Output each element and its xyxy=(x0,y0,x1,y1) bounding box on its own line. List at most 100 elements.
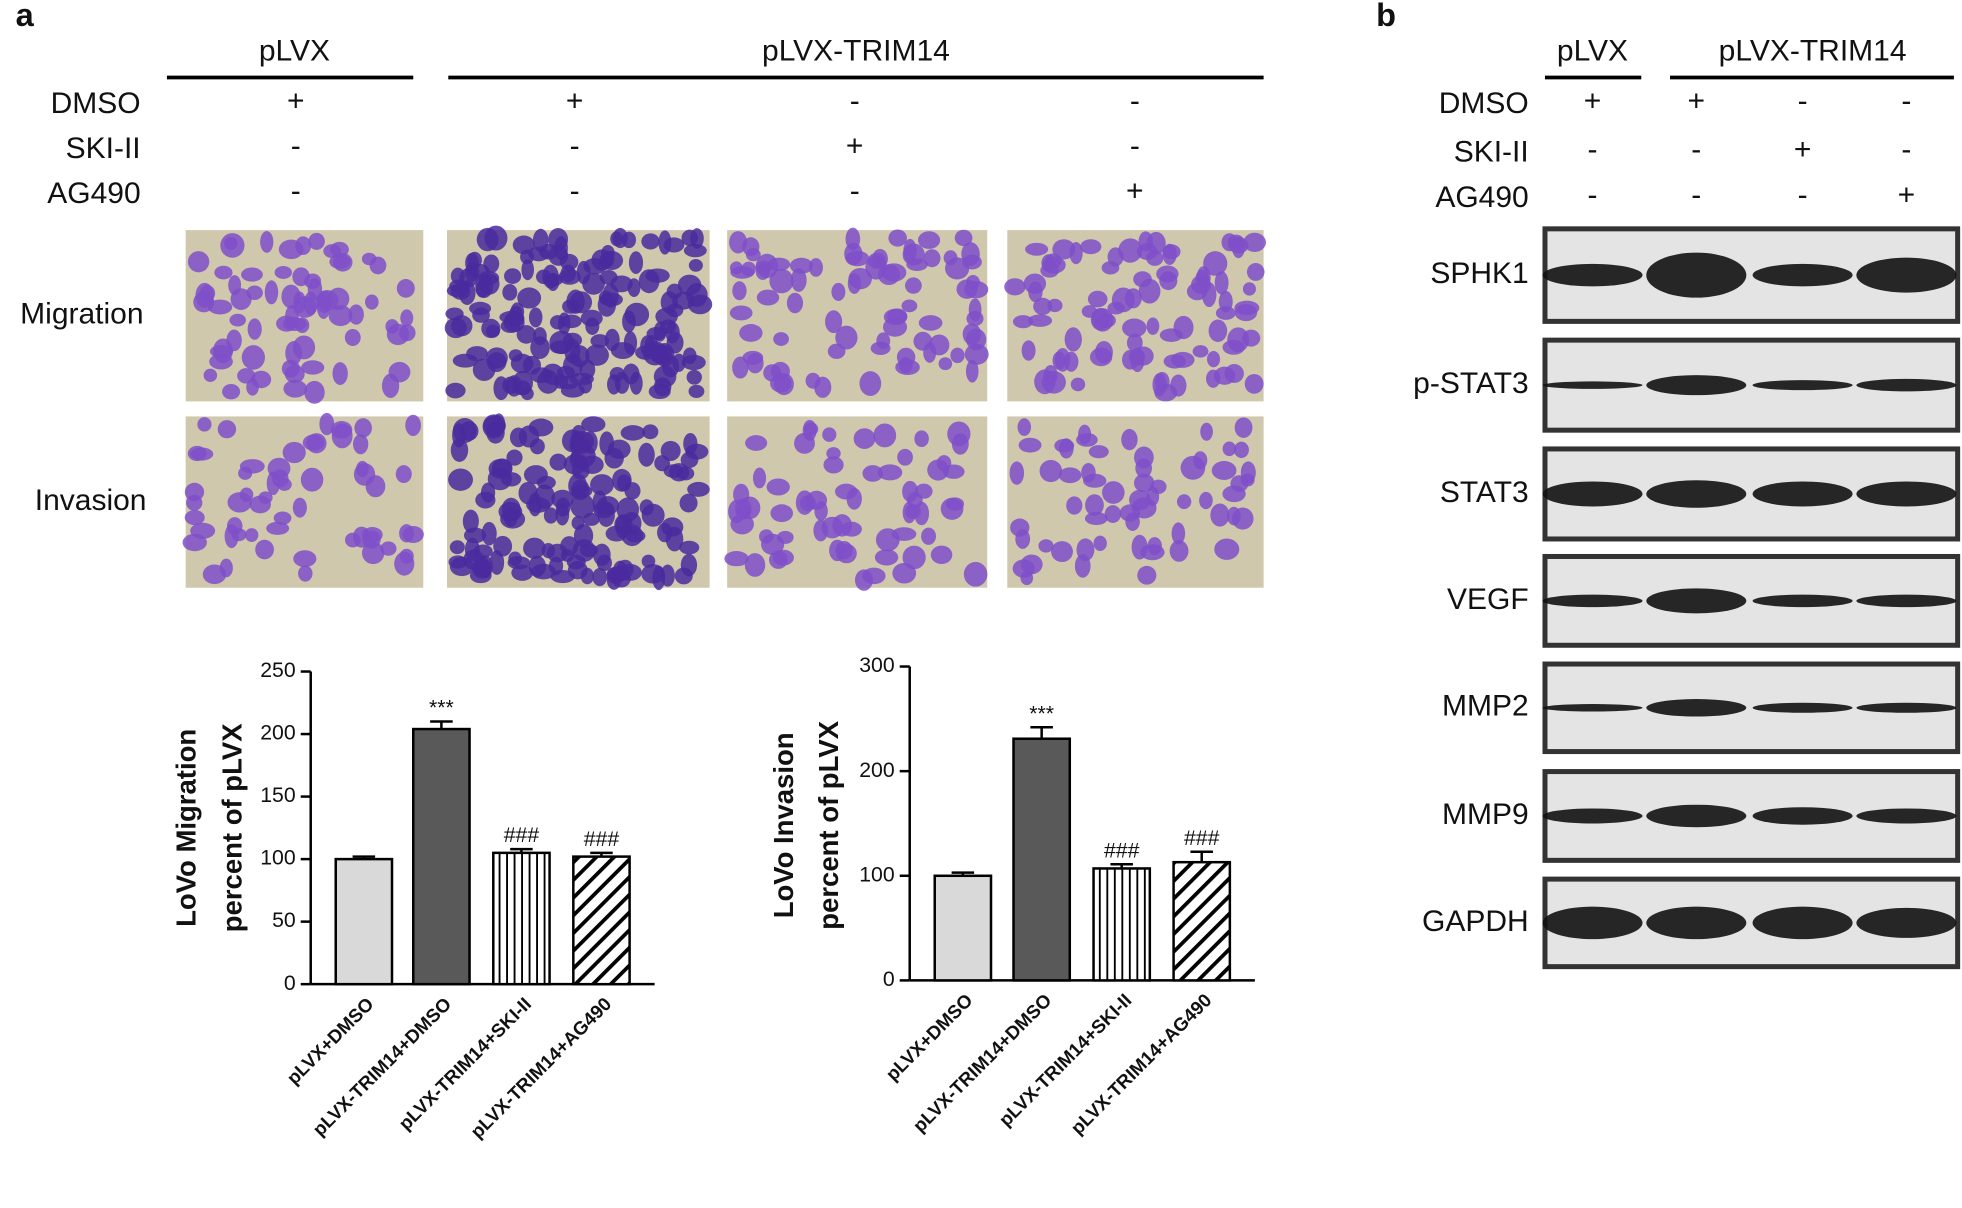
cell xyxy=(1004,278,1026,296)
cell xyxy=(846,487,862,510)
cell xyxy=(277,477,292,491)
cell xyxy=(214,265,233,280)
cell xyxy=(352,434,369,455)
treatment-label: SKI-II xyxy=(1454,136,1529,169)
treatment-sign: - xyxy=(1901,133,1911,166)
cell xyxy=(822,427,837,442)
cell xyxy=(742,350,764,365)
cell xyxy=(228,275,242,296)
row-label: Migration xyxy=(20,298,143,331)
cell xyxy=(1039,459,1063,483)
cell xyxy=(304,273,322,289)
cell xyxy=(1058,467,1082,484)
treatment-sign: - xyxy=(1691,178,1701,211)
cell xyxy=(563,332,583,348)
cell xyxy=(449,540,465,555)
treatment-sign: + xyxy=(846,129,864,162)
cell xyxy=(1118,238,1143,263)
cell xyxy=(203,368,218,383)
cell xyxy=(927,459,950,481)
cell xyxy=(612,227,628,249)
cell xyxy=(530,336,550,359)
band xyxy=(1752,807,1853,825)
cell xyxy=(251,370,272,389)
cell xyxy=(1169,540,1189,562)
cell xyxy=(282,317,307,332)
cell xyxy=(853,428,876,449)
cell xyxy=(1122,318,1147,338)
cell xyxy=(592,490,607,515)
cell xyxy=(536,475,556,490)
cell xyxy=(687,294,713,315)
treatment-sign: - xyxy=(1588,178,1598,211)
cell xyxy=(579,359,596,380)
cell xyxy=(607,374,621,395)
cell xyxy=(873,423,897,448)
significance-label: ### xyxy=(584,827,620,851)
cell xyxy=(1091,308,1114,332)
significance-label: ### xyxy=(504,823,540,847)
cell xyxy=(190,522,216,539)
cell xyxy=(512,235,535,255)
cell xyxy=(688,384,705,398)
cell xyxy=(1052,239,1076,260)
cell xyxy=(1243,232,1267,252)
cell xyxy=(354,418,372,438)
x-tick-label: pLVX-TRIM14+AG490 xyxy=(1066,989,1215,1138)
cell xyxy=(601,252,615,268)
cell xyxy=(485,347,508,369)
cell xyxy=(917,231,941,249)
band xyxy=(1752,481,1853,507)
cell xyxy=(823,456,844,474)
treatment-sign: - xyxy=(1130,129,1140,162)
cell xyxy=(786,292,804,314)
band xyxy=(1646,252,1747,298)
cell xyxy=(549,315,566,330)
cell xyxy=(1133,473,1155,493)
cell xyxy=(1129,489,1151,511)
cell xyxy=(844,242,863,265)
cell xyxy=(690,228,704,249)
micrograph xyxy=(724,416,988,591)
band xyxy=(1856,907,1957,938)
cell xyxy=(680,451,699,469)
cell xyxy=(246,285,263,300)
cell xyxy=(1234,304,1258,322)
cell xyxy=(672,353,686,372)
cell xyxy=(543,273,564,287)
cell xyxy=(1038,539,1054,553)
cell xyxy=(1126,333,1143,352)
cell xyxy=(478,270,500,285)
cell xyxy=(1124,288,1142,309)
cell xyxy=(730,266,755,279)
cell xyxy=(462,509,479,533)
cell xyxy=(570,479,590,501)
cell xyxy=(645,268,670,283)
treatment-sign: - xyxy=(291,129,301,162)
treatment-sign: + xyxy=(566,84,584,117)
cell xyxy=(802,419,817,441)
cell xyxy=(755,264,770,280)
cell xyxy=(570,493,595,519)
cell xyxy=(1138,278,1161,304)
band xyxy=(1752,263,1853,287)
cell xyxy=(302,434,325,451)
cell xyxy=(1128,348,1146,366)
cell xyxy=(604,447,624,469)
cell xyxy=(444,317,467,339)
cell xyxy=(679,493,698,513)
cell xyxy=(563,353,583,378)
cell xyxy=(770,504,794,523)
blot-label: p-STAT3 xyxy=(1413,367,1529,400)
cell xyxy=(1012,315,1034,329)
blot-label: VEGF xyxy=(1447,583,1529,616)
cell xyxy=(945,497,965,511)
cell xyxy=(560,549,575,562)
cell xyxy=(510,353,534,374)
x-tick-label: pLVX-TRIM14+DMSO xyxy=(308,993,455,1140)
cell xyxy=(620,425,646,441)
cell xyxy=(954,229,973,247)
cell xyxy=(638,442,655,467)
treatment-sign: - xyxy=(1588,133,1598,166)
cell xyxy=(930,545,953,565)
